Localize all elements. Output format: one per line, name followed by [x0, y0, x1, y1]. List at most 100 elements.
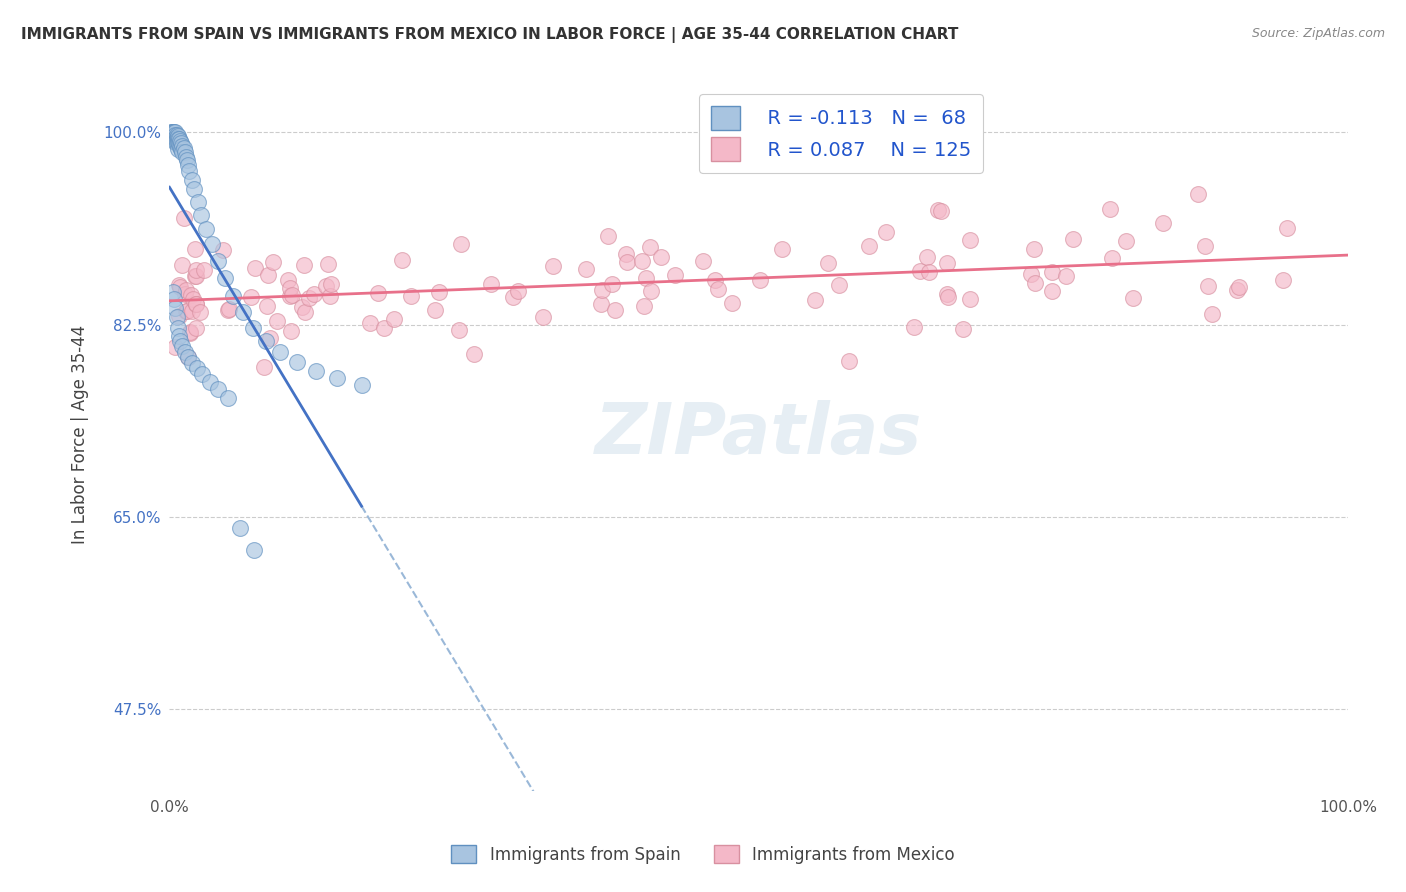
Point	[1024, 277, 1046, 291]
Point	[166, 132, 188, 146]
Point	[184, 297, 207, 311]
Point	[186, 297, 208, 311]
Point	[172, 145, 194, 160]
Point	[181, 303, 204, 318]
Point	[616, 255, 638, 269]
Point	[263, 255, 285, 269]
Point	[174, 149, 197, 163]
Point	[257, 268, 280, 282]
Point	[181, 293, 204, 307]
Point	[184, 242, 207, 256]
Point	[259, 331, 281, 345]
Point	[207, 382, 229, 396]
Point	[184, 262, 207, 277]
Point	[1115, 234, 1137, 248]
Point	[399, 289, 422, 303]
Point	[910, 264, 932, 278]
Point	[285, 355, 308, 369]
Point	[180, 356, 202, 370]
Point	[427, 285, 450, 300]
Y-axis label: In Labor Force | Age 35-44: In Labor Force | Age 35-44	[72, 325, 89, 544]
Point	[1101, 251, 1123, 265]
Point	[166, 321, 188, 335]
Point	[160, 125, 183, 139]
Point	[190, 208, 212, 222]
Point	[217, 391, 239, 405]
Point	[600, 277, 623, 291]
Point	[1271, 273, 1294, 287]
Point	[640, 285, 662, 299]
Point	[319, 289, 342, 303]
Point	[167, 278, 190, 293]
Point	[804, 293, 827, 308]
Point	[903, 320, 925, 334]
Point	[173, 345, 195, 359]
Point	[591, 283, 613, 297]
Text: Source: ZipAtlas.com: Source: ZipAtlas.com	[1251, 27, 1385, 40]
Point	[166, 136, 188, 151]
Point	[423, 303, 446, 318]
Point	[315, 279, 337, 293]
Point	[170, 136, 193, 151]
Point	[502, 290, 524, 304]
Point	[193, 263, 215, 277]
Point	[1054, 268, 1077, 283]
Point	[316, 257, 339, 271]
Point	[1194, 239, 1216, 253]
Point	[184, 268, 207, 283]
Point	[721, 295, 744, 310]
Point	[218, 301, 240, 316]
Point	[479, 277, 502, 291]
Point	[212, 244, 235, 258]
Point	[269, 345, 291, 359]
Point	[183, 182, 205, 196]
Point	[163, 125, 186, 139]
Point	[165, 135, 187, 149]
Legend: Immigrants from Spain, Immigrants from Mexico: Immigrants from Spain, Immigrants from M…	[444, 838, 962, 871]
Point	[172, 339, 194, 353]
Point	[936, 290, 959, 304]
Point	[160, 128, 183, 143]
Point	[214, 271, 236, 285]
Point	[817, 256, 839, 270]
Point	[179, 163, 201, 178]
Point	[858, 239, 880, 253]
Point	[531, 310, 554, 324]
Point	[195, 222, 218, 236]
Point	[172, 138, 194, 153]
Point	[162, 132, 184, 146]
Point	[692, 253, 714, 268]
Point	[177, 158, 200, 172]
Point	[163, 128, 186, 143]
Point	[165, 131, 187, 145]
Point	[634, 271, 657, 285]
Point	[167, 309, 190, 323]
Point	[201, 237, 224, 252]
Point	[326, 371, 349, 385]
Point	[367, 285, 389, 300]
Point	[828, 278, 851, 293]
Point	[242, 321, 264, 335]
Point	[179, 326, 201, 340]
Point	[918, 265, 941, 279]
Point	[463, 347, 485, 361]
Point	[188, 305, 211, 319]
Point	[1201, 307, 1223, 321]
Point	[162, 125, 184, 139]
Point	[959, 292, 981, 306]
Point	[298, 291, 321, 305]
Point	[1024, 243, 1046, 257]
Point	[165, 301, 187, 315]
Point	[163, 292, 186, 306]
Point	[177, 351, 200, 365]
Point	[169, 139, 191, 153]
Point	[1122, 291, 1144, 305]
Point	[229, 521, 252, 535]
Point	[1152, 216, 1174, 230]
Point	[1098, 202, 1121, 216]
Point	[166, 310, 188, 324]
Point	[1187, 186, 1209, 201]
Text: ZIPatlas: ZIPatlas	[595, 400, 922, 469]
Point	[172, 258, 194, 272]
Point	[177, 350, 200, 364]
